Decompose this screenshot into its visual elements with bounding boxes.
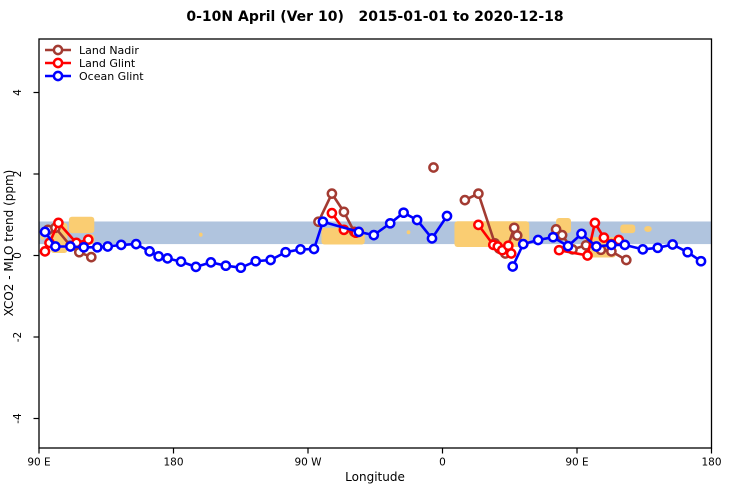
series-ocean-glint-marker <box>667 239 678 250</box>
series-ocean-glint-marker <box>576 228 587 240</box>
series-land-glint-marker <box>598 232 610 243</box>
x-tick-label: 180 <box>701 457 721 469</box>
series-ocean-glint-marker <box>384 217 396 229</box>
series-ocean-glint-marker <box>50 241 61 252</box>
series-land-glint-marker <box>82 234 94 245</box>
series-ocean-glint-marker <box>295 244 306 255</box>
highlight-patch <box>198 232 203 237</box>
series-ocean-glint-marker <box>411 214 423 226</box>
series-ocean-glint-marker <box>637 244 649 255</box>
series-ocean-glint-marker <box>235 262 247 274</box>
series-ocean-glint-marker <box>368 229 380 241</box>
series-ocean-glint-marker <box>220 260 232 272</box>
series-ocean-glint-marker <box>507 261 519 272</box>
series-land-nadir-marker <box>338 206 350 218</box>
series-ocean-glint-marker <box>441 210 453 222</box>
highlight-patch <box>644 226 652 232</box>
series-land-glint-marker <box>39 246 51 257</box>
series-ocean-glint-marker <box>130 238 142 250</box>
series-land-nadir-marker <box>620 254 632 266</box>
series-ocean-glint-marker <box>317 216 329 228</box>
series-land-glint-marker <box>589 217 601 229</box>
series-land-glint-marker <box>326 207 338 219</box>
highlight-patch <box>406 230 411 235</box>
highlight-patch <box>620 224 636 234</box>
series-ocean-glint-marker <box>280 246 291 258</box>
series-ocean-glint-marker <box>591 241 602 252</box>
y-tick-label: 2 <box>12 171 24 178</box>
series-ocean-glint-marker <box>619 239 631 251</box>
series-land-nadir-marker <box>459 194 471 206</box>
legend-label-land-glint: Land Glint <box>79 57 136 70</box>
x-tick-label: 90 E <box>27 457 50 469</box>
legend-label-ocean-glint: Ocean Glint <box>79 70 144 83</box>
x-tick-label: 0 <box>439 457 446 469</box>
series-ocean-glint-marker <box>65 241 76 252</box>
series-ocean-glint-marker <box>695 255 707 267</box>
legend-marker-sample <box>52 70 64 82</box>
series-ocean-glint-marker <box>562 240 574 252</box>
series-land-glint-marker <box>53 217 64 229</box>
series-land-nadir-marker <box>428 162 439 173</box>
y-tick-label: -4 <box>12 413 24 424</box>
series-land-glint-marker <box>553 244 565 256</box>
series-ocean-glint-marker <box>547 231 559 243</box>
series-ocean-glint-marker <box>144 246 155 257</box>
chart-title: 0-10N April (Ver 10) 2015-01-01 to 2020-… <box>186 9 564 25</box>
legend-marker-sample <box>52 44 64 56</box>
series-land-nadir-marker <box>556 229 568 241</box>
series-ocean-glint-marker <box>652 242 664 254</box>
series-ocean-glint-marker <box>682 246 693 258</box>
series-land-nadir-marker <box>511 230 523 241</box>
series-ocean-glint-marker <box>353 226 365 238</box>
series-ocean-glint-marker <box>250 255 262 267</box>
series-ocean-glint-marker <box>426 233 438 244</box>
series-ocean-glint-marker <box>115 239 127 251</box>
highlight-patch <box>68 216 95 234</box>
series-land-nadir-line <box>317 192 356 233</box>
series-ocean-glint-marker <box>265 254 276 266</box>
series-ocean-glint-marker <box>162 253 173 264</box>
series-ocean-glint-marker <box>102 241 114 252</box>
series-land-glint-marker <box>473 219 484 231</box>
series-ocean-glint-marker <box>39 226 51 238</box>
y-tick-label: 0 <box>12 252 24 259</box>
series-ocean-glint-marker <box>532 234 544 246</box>
series-land-glint-marker <box>582 250 593 261</box>
series-land-nadir-marker <box>473 188 484 199</box>
series-ocean-glint-marker <box>205 257 217 268</box>
series-ocean-glint-marker <box>78 241 90 253</box>
series-land-nadir-marker <box>85 251 97 263</box>
series-ocean-glint-marker <box>308 243 320 255</box>
series-land-nadir-marker <box>326 188 338 199</box>
series-ocean-glint-marker <box>175 256 187 267</box>
legend-marker-sample <box>52 57 64 69</box>
series-ocean-glint-marker <box>91 241 103 253</box>
series-land-glint-marker <box>505 248 517 259</box>
y-tick-label: 4 <box>12 89 24 96</box>
series-ocean-glint-marker <box>190 261 202 273</box>
x-axis-title: Longitude <box>345 470 405 484</box>
x-tick-label: 90 W <box>294 457 322 469</box>
x-tick-label: 180 <box>163 457 183 469</box>
y-tick-label: -2 <box>12 332 24 342</box>
series-ocean-glint-marker <box>606 239 617 251</box>
series-ocean-glint-marker <box>153 250 164 262</box>
x-tick-label: 90 E <box>565 457 588 469</box>
series-ocean-glint-marker <box>517 238 529 250</box>
legend-label-land-nadir: Land Nadir <box>79 44 139 57</box>
plot-frame <box>38 38 713 449</box>
series-ocean-glint-marker <box>398 207 409 219</box>
